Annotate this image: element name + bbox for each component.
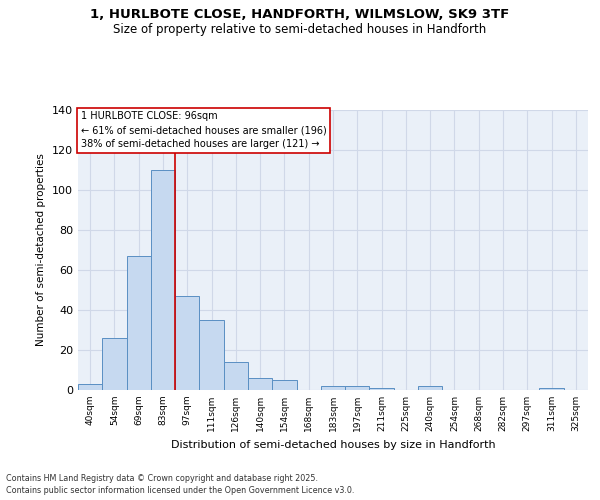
Bar — [78, 384, 102, 390]
Bar — [199, 320, 224, 390]
Bar — [102, 338, 127, 390]
X-axis label: Distribution of semi-detached houses by size in Handforth: Distribution of semi-detached houses by … — [170, 440, 496, 450]
Bar — [248, 378, 272, 390]
Bar — [272, 380, 296, 390]
Bar — [224, 362, 248, 390]
Bar — [345, 386, 370, 390]
Bar — [370, 388, 394, 390]
Bar — [127, 256, 151, 390]
Bar — [321, 386, 345, 390]
Text: Size of property relative to semi-detached houses in Handforth: Size of property relative to semi-detach… — [113, 22, 487, 36]
Text: Contains HM Land Registry data © Crown copyright and database right 2025.
Contai: Contains HM Land Registry data © Crown c… — [6, 474, 355, 495]
Text: 1, HURLBOTE CLOSE, HANDFORTH, WILMSLOW, SK9 3TF: 1, HURLBOTE CLOSE, HANDFORTH, WILMSLOW, … — [91, 8, 509, 20]
Bar — [418, 386, 442, 390]
Bar — [539, 388, 564, 390]
Bar — [151, 170, 175, 390]
Bar — [175, 296, 199, 390]
Text: 1 HURLBOTE CLOSE: 96sqm
← 61% of semi-detached houses are smaller (196)
38% of s: 1 HURLBOTE CLOSE: 96sqm ← 61% of semi-de… — [80, 112, 326, 150]
Y-axis label: Number of semi-detached properties: Number of semi-detached properties — [37, 154, 46, 346]
